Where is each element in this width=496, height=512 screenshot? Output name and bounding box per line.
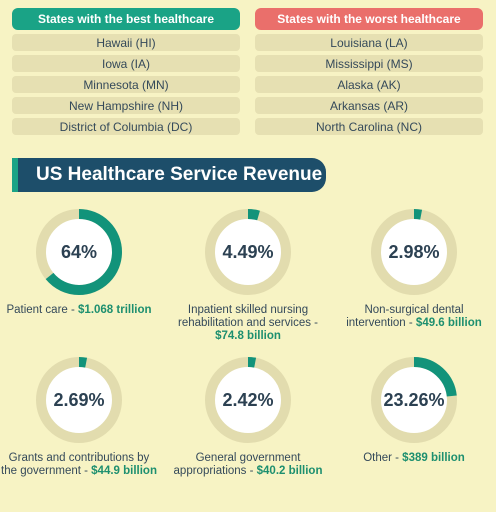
donut-svg <box>205 357 291 443</box>
donut-center <box>210 214 286 290</box>
worst-healthcare-column: States with the worst healthcare Louisia… <box>255 8 483 135</box>
metric-value: $389 billion <box>402 452 465 464</box>
metric-value: $74.8 billion <box>215 330 281 342</box>
best-state-row: Minnesota (MN) <box>12 76 240 93</box>
section-title: US Healthcare Service Revenue <box>12 158 326 192</box>
worst-state-row: Mississippi (MS) <box>255 55 483 72</box>
metric-card: 4.49% Inpatient skilled nursing rehabili… <box>169 204 327 343</box>
percent-label: 23.26% <box>383 389 445 410</box>
best-state-row: Hawaii (HI) <box>12 34 240 51</box>
metric-text: Patient care - <box>6 304 79 316</box>
metric-card: 23.26% Other - $389 billion <box>335 352 493 465</box>
donut-arc <box>205 357 291 443</box>
metric-text: General government appropriations - <box>173 452 301 477</box>
metric-description: Inpatient skilled nursing rehabilitation… <box>169 304 327 343</box>
worst-state-row: Alaska (AK) <box>255 76 483 93</box>
percent-label: 2.98% <box>388 241 440 262</box>
donut-arc <box>371 209 457 295</box>
worst-state-row: Louisiana (LA) <box>255 34 483 51</box>
metric-card: 2.42% General government appropriations … <box>169 352 327 478</box>
metric-value: $1.068 trillion <box>78 304 152 316</box>
donut-svg <box>36 209 122 295</box>
metric-value: $44.9 billion <box>91 465 157 477</box>
metric-value: $40.2 billion <box>256 465 323 477</box>
metric-card: 2.98% Non-surgical dental intervention -… <box>335 204 493 330</box>
metric-description: Non-surgical dental intervention - $49.6… <box>335 304 493 330</box>
donut-arc <box>36 209 122 295</box>
donut-center <box>210 362 286 438</box>
metric-value: $49.6 billion <box>415 317 482 329</box>
best-state-row: New Hampshire (NH) <box>12 97 240 114</box>
percent-label: 64% <box>60 241 98 262</box>
donut-svg <box>36 357 122 443</box>
donut-center <box>41 214 117 290</box>
donut-arc <box>371 357 457 443</box>
donut-svg <box>205 209 291 295</box>
donut-ring: 4.49% <box>200 204 296 300</box>
best-healthcare-header: States with the best healthcare <box>12 8 240 30</box>
metric-text: Inpatient skilled nursing rehabilitation… <box>178 304 318 329</box>
metric-description: Grants and contributions by the governme… <box>0 452 158 478</box>
metric-card: 64% Patient care - $1.068 trillion <box>0 204 158 317</box>
percent-label: 2.42% <box>222 389 274 410</box>
metric-text: Non-surgical dental intervention - <box>346 304 464 329</box>
worst-healthcare-header: States with the worst healthcare <box>255 8 483 30</box>
donut-svg <box>371 209 457 295</box>
donut-ring: 2.69% <box>31 352 127 448</box>
donut-ring: 2.42% <box>200 352 296 448</box>
metric-text: Grants and contributions by the governme… <box>1 452 150 477</box>
donut-center <box>41 362 117 438</box>
best-state-row: District of Columbia (DC) <box>12 118 240 135</box>
best-state-row: Iowa (IA) <box>12 55 240 72</box>
donut-ring: 23.26% <box>366 352 462 448</box>
donut-ring: 64% <box>31 204 127 300</box>
donut-ring: 2.98% <box>366 204 462 300</box>
donut-svg <box>371 357 457 443</box>
worst-state-row: Arkansas (AR) <box>255 97 483 114</box>
metric-text: Other - <box>363 452 403 464</box>
donut-center <box>376 214 452 290</box>
percent-label: 2.69% <box>53 389 105 410</box>
metric-description: General government appropriations - $40.… <box>169 452 327 478</box>
donut-arc <box>36 357 122 443</box>
metric-description: Other - $389 billion <box>335 452 493 465</box>
worst-state-row: North Carolina (NC) <box>255 118 483 135</box>
percent-label: 4.49% <box>222 241 274 262</box>
metric-card: 2.69% Grants and contributions by the go… <box>0 352 158 478</box>
donut-arc <box>205 209 291 295</box>
metric-description: Patient care - $1.068 trillion <box>0 304 158 317</box>
donut-center <box>376 362 452 438</box>
best-healthcare-column: States with the best healthcare Hawaii (… <box>12 8 240 135</box>
